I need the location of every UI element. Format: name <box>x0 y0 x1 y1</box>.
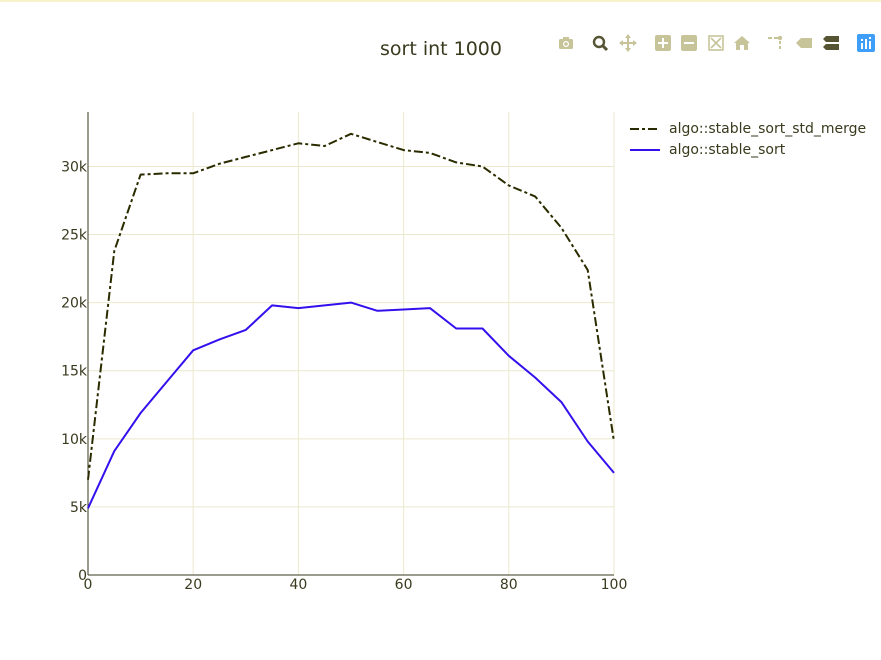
pan-icon[interactable] <box>618 33 638 53</box>
legend-label: algo::stable_sort <box>669 141 786 158</box>
plotly-logo-icon[interactable] <box>856 33 876 53</box>
zoom-out-icon[interactable] <box>679 33 699 53</box>
top-border <box>0 0 881 2</box>
y-tick-label: 5k <box>70 500 88 516</box>
x-tick-label: 80 <box>500 577 518 593</box>
chart-title: sort int 1000 <box>380 38 502 60</box>
legend-swatch <box>630 148 660 151</box>
y-tick-label: 0 <box>78 568 87 584</box>
x-tick-label: 60 <box>395 577 413 593</box>
y-tick-label: 20k <box>61 296 88 312</box>
hover-closest-icon[interactable] <box>794 33 814 53</box>
x-tick-label: 100 <box>601 577 628 593</box>
x-tick-label: 0 <box>84 577 93 593</box>
zoom-icon[interactable] <box>590 33 610 53</box>
camera-icon[interactable] <box>556 33 576 53</box>
autoscale-icon[interactable] <box>706 33 726 53</box>
grid-lines <box>88 112 615 575</box>
legend-item[interactable]: algo::stable_sort_std_merge <box>628 118 866 139</box>
series-line-2 <box>87 301 615 509</box>
reset-axes-icon[interactable] <box>732 33 752 53</box>
y-tick-label: 10k <box>61 432 88 448</box>
legend-swatch <box>630 127 660 130</box>
y-tick-label: 25k <box>61 228 88 244</box>
series-line-1 <box>87 132 615 480</box>
y-tick-label: 30k <box>61 159 88 175</box>
axes <box>87 112 614 576</box>
legend-item[interactable]: algo::stable_sort <box>628 139 866 160</box>
tick-labels: 0 20 40 60 80 100 0 5k 10k 15k 20k 25k 30k <box>61 159 627 593</box>
legend-label: algo::stable_sort_std_merge <box>669 120 867 137</box>
x-tick-label: 20 <box>184 577 202 593</box>
hover-compare-icon[interactable] <box>821 33 841 53</box>
series-lines <box>87 132 615 509</box>
y-tick-label: 15k <box>61 364 88 380</box>
x-tick-label: 40 <box>289 577 307 593</box>
spike-lines-icon[interactable] <box>766 33 786 53</box>
zoom-in-icon[interactable] <box>653 33 673 53</box>
